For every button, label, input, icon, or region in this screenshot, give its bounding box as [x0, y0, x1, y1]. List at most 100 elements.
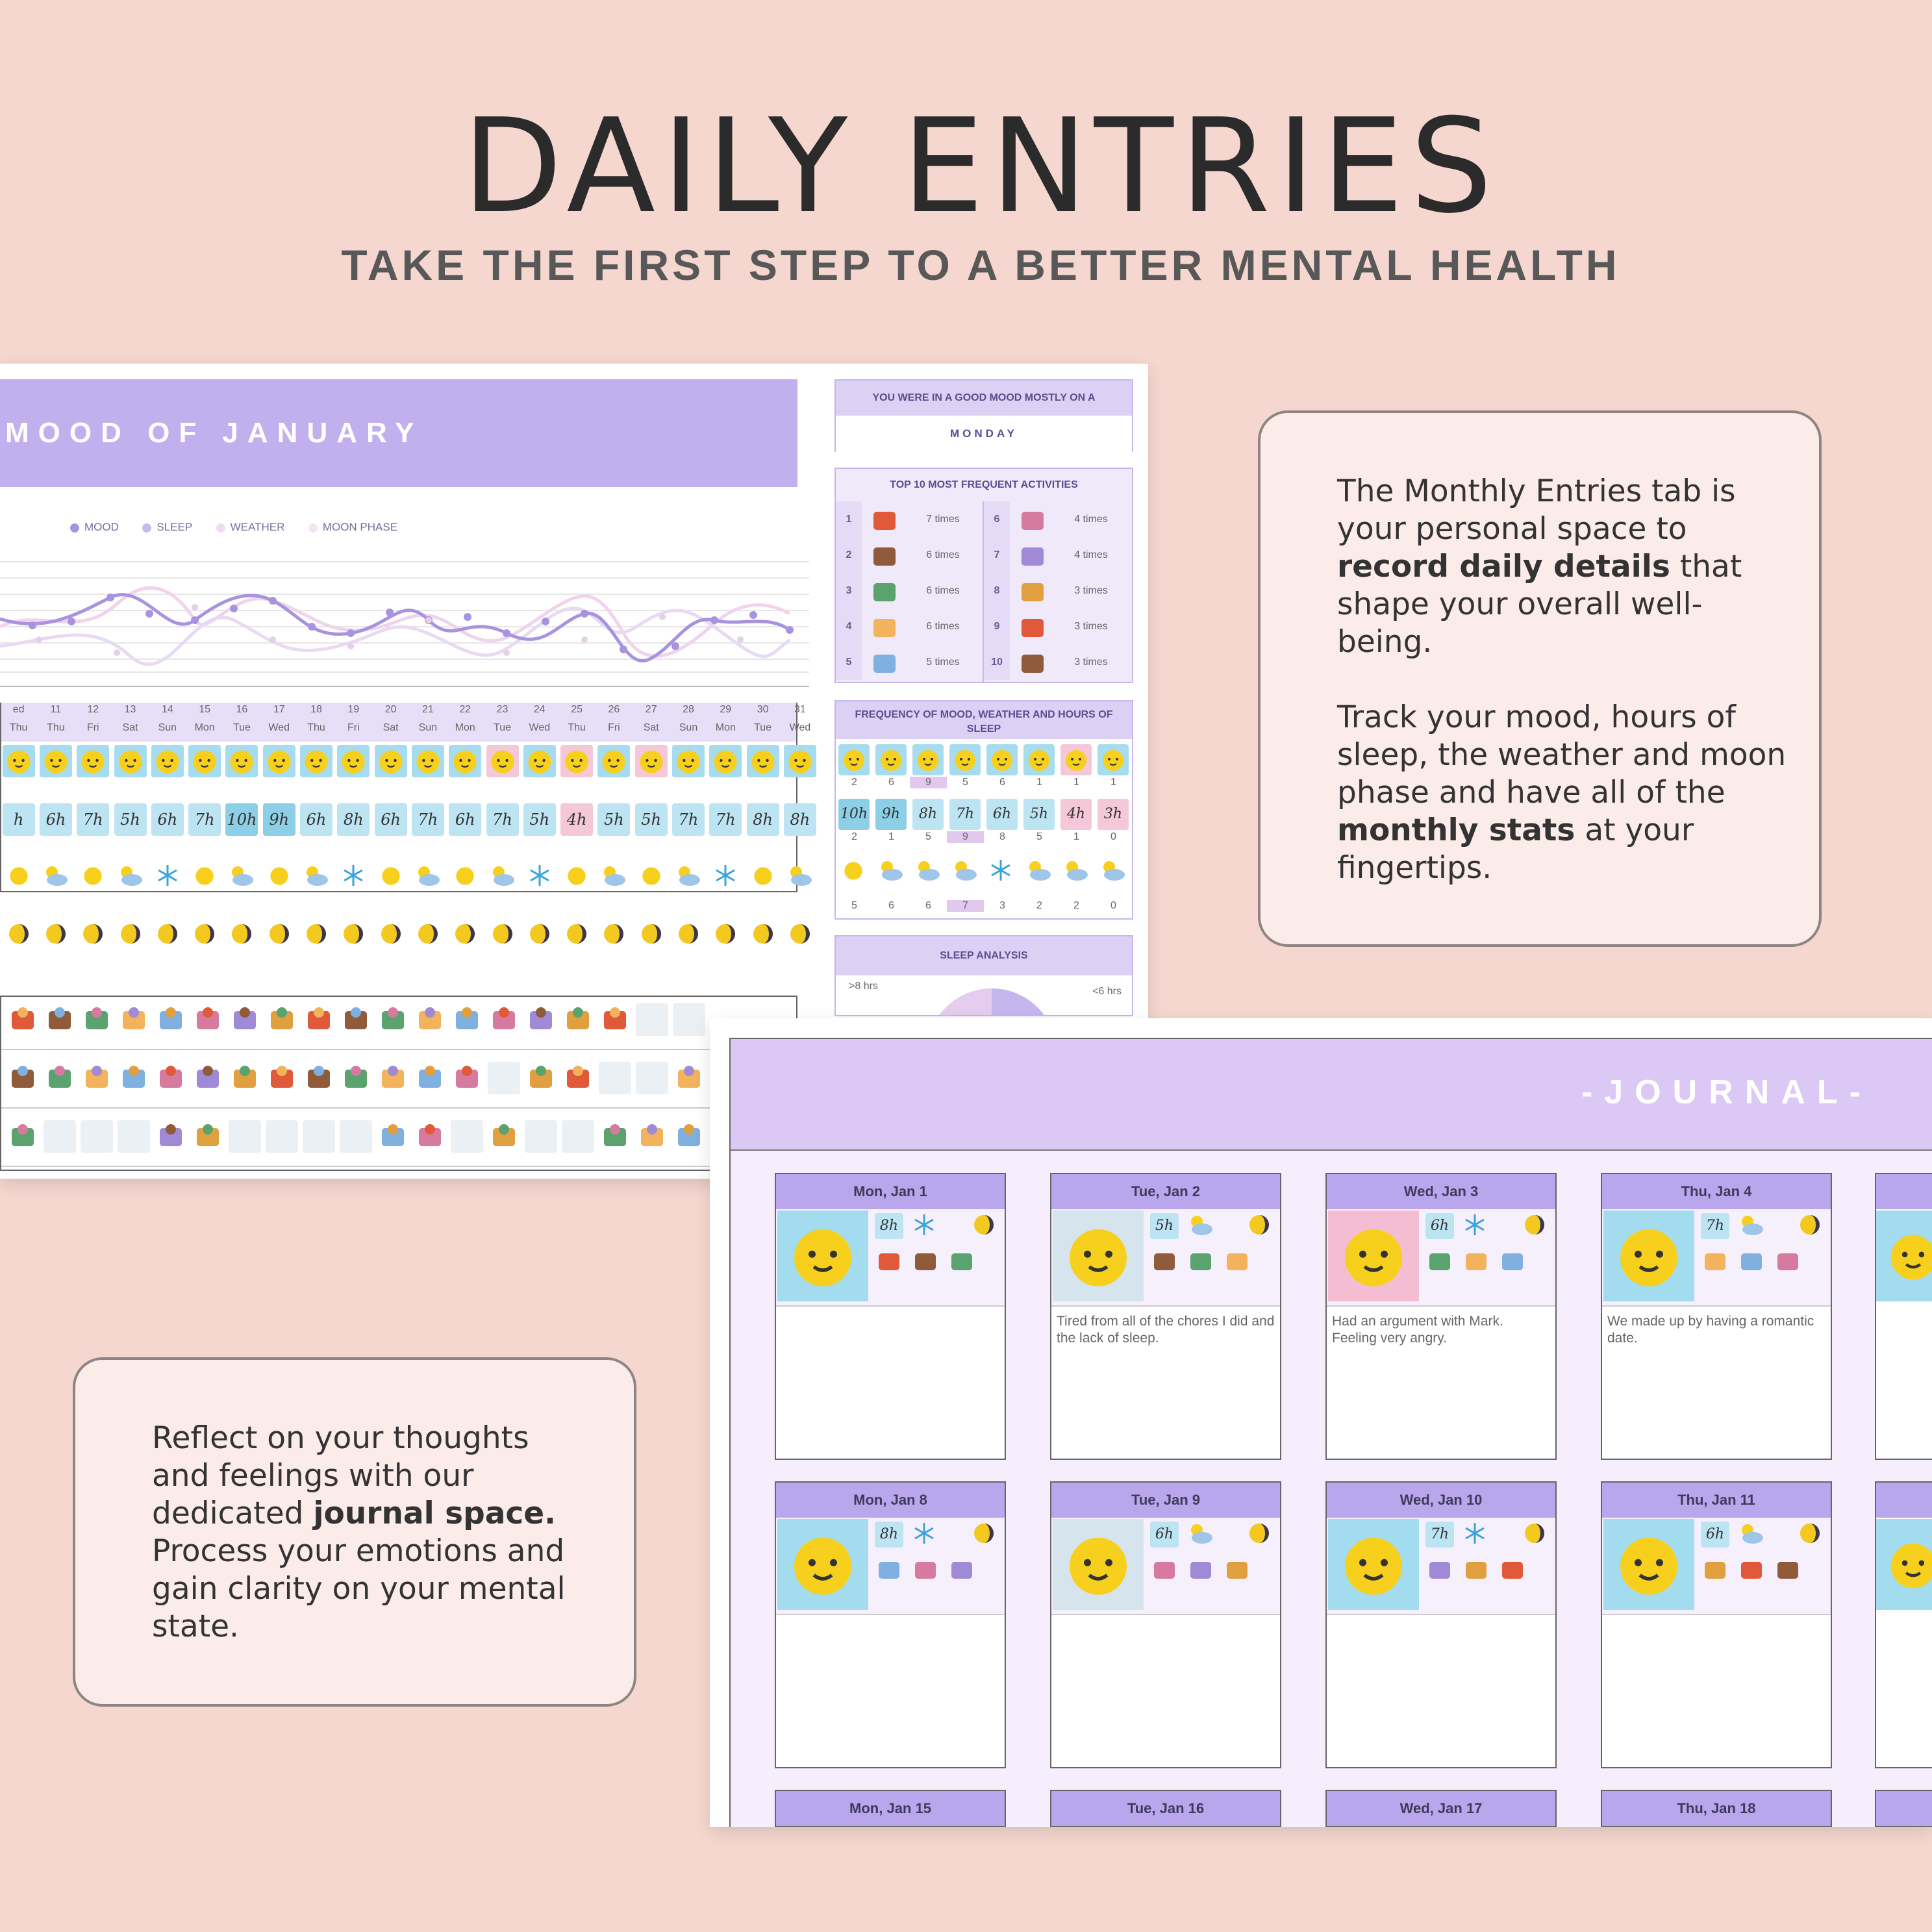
activity-icon [562, 1062, 594, 1094]
activity-icon [870, 648, 899, 677]
freq-sleep-count: 9 [947, 831, 984, 843]
weekday-label: Mon [455, 722, 475, 733]
journal-entry-card[interactable]: Wed, Jan 3 6h Had an argument with Mark. F… [1325, 1173, 1557, 1460]
sleep-hours: 7h [411, 803, 444, 836]
freq-mood-face [912, 744, 944, 775]
weekday-label: Wed [789, 722, 811, 733]
activity-icon [525, 1062, 557, 1094]
sleep-cell: 6h [149, 803, 186, 842]
journal-entry-card[interactable]: Tue, Jan 2 5h Tired from all of the chores… [1050, 1173, 1281, 1460]
smiley-icon [783, 745, 816, 777]
sleep-analysis-title: SLEEP ANALYSIS [836, 936, 1132, 975]
activity-icon [1425, 1555, 1454, 1587]
journal-entry-card-partial[interactable] [1875, 1173, 1932, 1460]
freq-mood-count: 2 [851, 777, 857, 788]
journal-entry-card[interactable]: Thu, Jan 11 6h [1601, 1481, 1832, 1768]
freq-mood-count: 1 [1036, 777, 1042, 788]
sleep-hours: 6h [374, 803, 407, 836]
moon-phase-icon [1522, 1520, 1548, 1549]
day-number: 25 [571, 704, 583, 715]
journal-entry-card[interactable]: Tue, Jan 9 6h [1050, 1481, 1281, 1768]
weekday-label: Tue [754, 722, 772, 733]
frequency-box: FREQUENCY OF MOOD, WEATHER AND HOURS OF … [834, 700, 1133, 920]
day-number: 28 [683, 704, 694, 715]
activity-icon [377, 1062, 409, 1094]
day-number: 19 [347, 704, 360, 715]
journal-entry-icons: 6h [1051, 1518, 1280, 1615]
weather-cell [149, 862, 186, 901]
journal-entry-card[interactable]: Mon, Jan 8 8h [775, 1481, 1006, 1768]
sleep-cell: 5h [112, 803, 149, 842]
weather-cell [484, 862, 521, 901]
activity-icon [1018, 577, 1048, 605]
journal-entry-text[interactable]: We made up by having a romantic date. [1607, 1314, 1814, 1346]
journal-entry-card-partial[interactable] [1875, 1790, 1932, 1827]
journal-entry-card[interactable]: Tue, Jan 16 [1050, 1790, 1281, 1827]
journal-entry-card[interactable]: Wed, Jan 17 [1325, 1790, 1557, 1827]
smiley-icon [2, 745, 35, 777]
top10-divider [983, 501, 984, 682]
weather-icon [120, 866, 142, 886]
moon-cell [149, 921, 186, 960]
freq-sleep-hours: 10h [838, 799, 870, 830]
mood-tile [1876, 1211, 1932, 1301]
weather-icon [381, 867, 400, 885]
journal-entry-card-partial[interactable] [1875, 1481, 1932, 1768]
journal-entry-card[interactable]: Mon, Jan 15 [775, 1790, 1006, 1827]
activity-icon [118, 1120, 150, 1153]
activity-icon [636, 1003, 668, 1036]
sleep-cell: 6h [447, 803, 484, 842]
weekday-label: Wed [529, 722, 551, 733]
journal-entry-icons: 6h [1602, 1518, 1831, 1615]
freq-mood-face [986, 744, 1018, 775]
activity-icon [875, 1555, 903, 1587]
weather-cell [744, 862, 781, 901]
day-number: 31 [794, 704, 806, 715]
activity-icon [870, 577, 899, 605]
mood-cell [781, 745, 818, 784]
moon-phase-icon [1522, 1212, 1548, 1241]
activity-icon [44, 1062, 76, 1094]
moon-phase-icon [83, 924, 103, 944]
weekday-label: Sat [122, 722, 138, 733]
mood-tile [1053, 1211, 1144, 1301]
weather-cell [707, 862, 744, 901]
journal-entry-card[interactable]: Mon, Jan 1 8h [775, 1173, 1006, 1460]
weather-cell [633, 862, 670, 901]
activity-icon [414, 1120, 446, 1153]
mood-cell [409, 745, 446, 784]
mood-cell [0, 745, 37, 784]
moon-phase-icon [971, 1520, 997, 1549]
journal-entry-card[interactable]: Thu, Jan 18 [1601, 1790, 1832, 1827]
activity-icon [1150, 1555, 1179, 1587]
freq-sleep-hours: 5h [1023, 799, 1055, 830]
top10-rank: 3 [836, 573, 862, 608]
freq-weather-icon [1025, 857, 1053, 888]
activity-icon [1150, 1247, 1179, 1279]
journal-entry-text[interactable]: Had an argument with Mark. Feeling very … [1332, 1314, 1503, 1346]
sleep-cell: 5h [596, 803, 633, 842]
top10-rank: 5 [836, 644, 862, 680]
weather-icon [84, 867, 102, 885]
weather-icon [344, 865, 364, 886]
weekday-label: Fri [86, 722, 99, 733]
legend-weather: WEATHER [216, 521, 284, 533]
journal-sleep-hours: 6h [1701, 1522, 1729, 1548]
moon-phase-icon [641, 924, 661, 944]
journal-entry-card[interactable]: Wed, Jan 10 7h [1325, 1481, 1557, 1768]
page-title: DAILY ENTRIES [462, 91, 1499, 242]
smiley-icon [523, 745, 556, 777]
sleep-hours: 6h [449, 803, 482, 836]
mood-cell [670, 745, 707, 784]
journal-entry-text[interactable]: Tired from all of the chores I did and t… [1057, 1314, 1275, 1346]
journal-entry-card[interactable]: Thu, Jan 4 7h We made up by having a roman… [1601, 1173, 1832, 1460]
top10-rank: 2 [836, 537, 862, 573]
weather-icon [158, 865, 177, 886]
weekday-label: Thu [307, 722, 325, 733]
journal-entry-date: Wed, Jan 3 [1327, 1174, 1555, 1209]
weather-icon [232, 866, 254, 886]
good-mood-day: MONDAY [836, 416, 1132, 452]
sleep-cell: 9h [260, 803, 297, 842]
smiley-icon [411, 745, 444, 777]
top10-rank: 10 [984, 644, 1010, 680]
